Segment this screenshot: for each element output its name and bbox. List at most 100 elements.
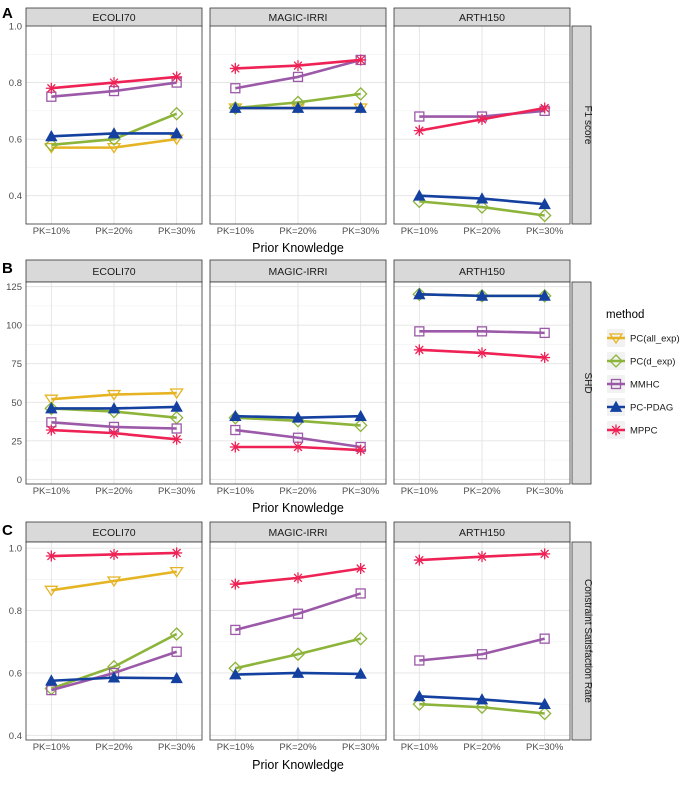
data-point [413, 288, 426, 300]
facet-title: ARTH150 [459, 266, 505, 278]
x-tick-label: PK=10% [217, 226, 255, 237]
data-point [107, 127, 121, 139]
data-point [476, 649, 488, 660]
plot-border [393, 281, 571, 485]
series-line [51, 137, 177, 149]
series-line [51, 391, 177, 401]
data-point [229, 101, 242, 113]
data-point [44, 137, 59, 152]
series-MMHC [46, 417, 182, 434]
data-point [170, 671, 183, 684]
series-line [51, 570, 177, 592]
data-point [108, 77, 120, 89]
data-point [538, 697, 551, 710]
data-point [229, 668, 242, 680]
legend-item-PC(all_exp): PC(all_exp) [607, 329, 680, 347]
legend-marker [608, 333, 624, 345]
x-tick-label: PK=10% [217, 486, 255, 497]
data-point [475, 700, 489, 715]
data-point [413, 344, 425, 356]
plot-border [393, 25, 571, 225]
legend-title: method [606, 309, 644, 321]
x-tick-label: PK=20% [95, 742, 133, 753]
x-tick-label: PK=20% [95, 486, 133, 497]
data-point [413, 125, 425, 137]
data-point [170, 400, 183, 412]
y-tick-label: 0.8 [9, 78, 22, 89]
data-point [169, 627, 184, 641]
data-point [413, 189, 426, 201]
data-point [354, 101, 367, 113]
data-point [355, 588, 366, 599]
series-MPPC [229, 54, 367, 74]
data-point [106, 576, 122, 588]
data-point [44, 401, 59, 416]
data-point [414, 655, 425, 666]
data-point [291, 666, 305, 678]
x-tick-label: PK=20% [463, 226, 501, 237]
data-point [413, 554, 425, 566]
y-tick-label: 1.0 [9, 544, 22, 555]
data-point [169, 106, 184, 121]
series-MPPC [229, 563, 367, 590]
data-point [413, 690, 426, 702]
series-PC-PDAG [413, 288, 551, 301]
data-point [292, 441, 304, 453]
data-point [108, 548, 120, 560]
series-line [419, 200, 545, 217]
series-line [235, 637, 361, 670]
data-point [45, 402, 58, 414]
data-point [45, 674, 58, 686]
facet-title: ECOLI70 [92, 266, 135, 278]
legend-marker [610, 378, 622, 390]
data-point [229, 441, 241, 453]
plot-border [25, 25, 203, 225]
data-point [292, 60, 304, 72]
data-point [539, 548, 551, 560]
data-point [291, 411, 305, 423]
series-PC-PDAG [229, 409, 367, 423]
data-point [108, 427, 120, 439]
legend-marker [609, 400, 623, 412]
data-point [106, 389, 122, 401]
legend-marker [609, 354, 623, 368]
x-tick-label: PK=20% [279, 486, 317, 497]
legend-label: MMHC [630, 380, 660, 391]
x-tick-label: PK=30% [526, 226, 564, 237]
data-point [45, 550, 57, 562]
data-point [171, 423, 182, 434]
legend-item-MMHC: MMHC [607, 375, 660, 393]
x-tick-label: PK=30% [526, 486, 564, 497]
series-line [419, 330, 545, 335]
facet-title: MAGIC-IRRI [269, 12, 328, 24]
data-point [106, 142, 122, 154]
series-PC-PDAG [229, 666, 367, 680]
data-point [537, 706, 552, 721]
facet-title: MAGIC-IRRI [269, 266, 328, 278]
data-point [229, 409, 242, 422]
data-point [538, 289, 551, 301]
panel-letter: A [2, 5, 13, 22]
data-point [292, 71, 304, 83]
row-strip [571, 25, 592, 225]
x-axis-title: Prior Knowledge [252, 241, 344, 255]
x-axis-title: Prior Knowledge [252, 501, 344, 515]
data-point [291, 647, 305, 662]
series-line [419, 702, 545, 715]
data-point [476, 113, 488, 125]
data-point [476, 347, 488, 359]
panel-letter: B [2, 260, 13, 277]
x-tick-label: PK=10% [33, 486, 71, 497]
facet-ecoli70: ECOLI70 PK=10% PK=20% PK=30% [25, 7, 203, 237]
data-point [171, 433, 183, 445]
data-point [476, 551, 488, 563]
data-point [45, 424, 57, 436]
series-PC(d_exp) [412, 194, 552, 223]
x-tick-label: PK=10% [217, 742, 255, 753]
y-tick-label: 75 [11, 359, 22, 370]
data-point [171, 646, 182, 657]
data-point [355, 54, 367, 66]
